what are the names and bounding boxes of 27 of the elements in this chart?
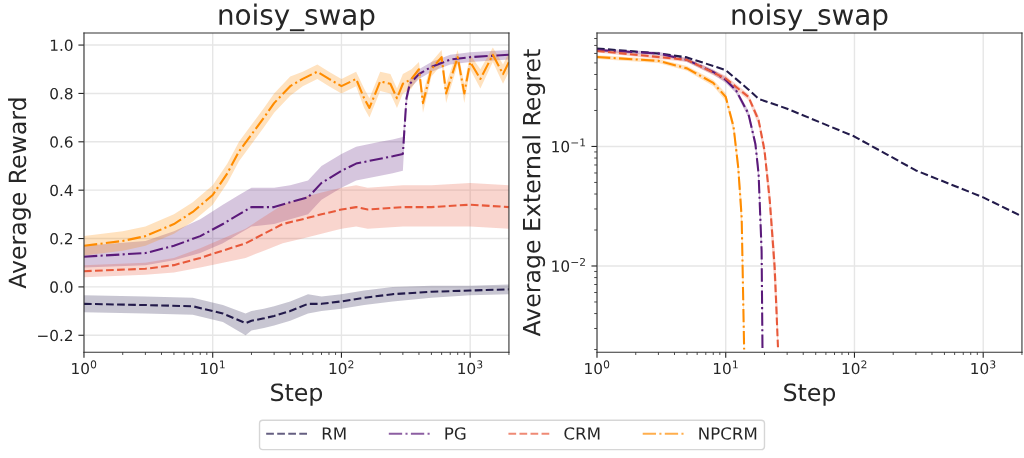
y-tick-label: 0.6 [50, 136, 73, 148]
legend-label: CRM [564, 427, 600, 440]
x-tick-label: 10$^{0}$ [585, 360, 610, 375]
y-tick-label: 10$^{−1}$ [552, 138, 586, 153]
legend-label: PG [445, 427, 466, 440]
y-tick-label: 0.8 [50, 87, 73, 100]
y-tick-label: 10$^{−2}$ [552, 257, 585, 272]
x-tick-label: 10$^{1}$ [200, 360, 225, 375]
x-tick-label: 10$^{2}$ [329, 360, 354, 375]
x-tick-label: 10$^{0}$ [72, 360, 97, 375]
y-tick-label: 0.0 [50, 281, 73, 293]
y-tick-label: −0.2 [38, 329, 73, 342]
chart-title: noisy_swap [732, 3, 888, 32]
y-axis-title: Average External Regret [522, 49, 546, 337]
legend-label: RM [322, 427, 346, 440]
legend-label: NPCRM [699, 427, 757, 440]
x-tick-label: 10$^{2}$ [842, 360, 867, 375]
x-tick-label: 10$^{3}$ [971, 360, 996, 375]
y-tick-label: 0.4 [50, 184, 73, 197]
x-tick-label: 10$^{3}$ [458, 360, 483, 375]
y-axis-title: Average Reward [8, 98, 31, 289]
x-tick-label: 10$^{1}$ [713, 360, 738, 375]
x-axis-title: Step [271, 383, 323, 406]
y-tick-label: 1.0 [50, 39, 73, 52]
chart-title: noisy_swap [219, 3, 375, 32]
y-tick-label: 0.2 [50, 233, 73, 245]
x-axis-title: Step [784, 383, 836, 406]
